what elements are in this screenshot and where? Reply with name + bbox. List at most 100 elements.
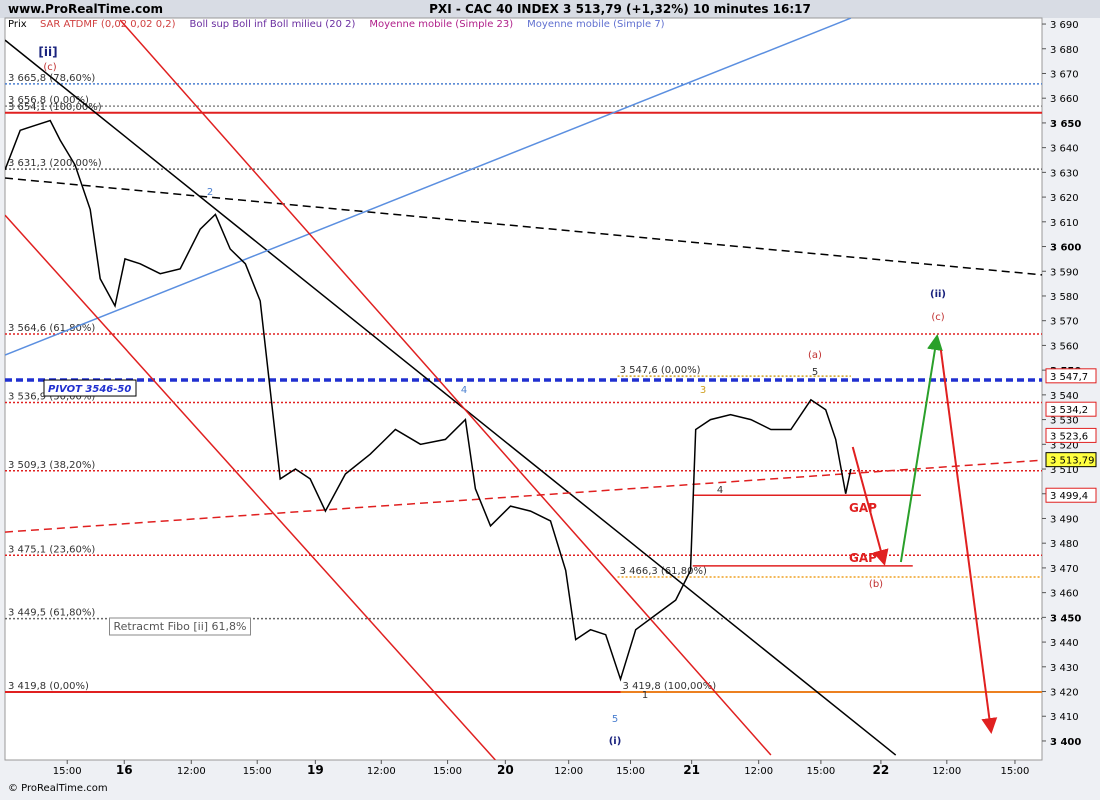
wave-annotation: 2 xyxy=(207,187,213,198)
fib-level-label: 3 475,1 (23,60%) xyxy=(8,544,95,555)
legend-entry: Prix xyxy=(8,19,27,30)
wave-annotation: GAP xyxy=(849,551,877,565)
annotation-box xyxy=(109,617,251,636)
wave-annotation: (i) xyxy=(609,736,622,747)
pivot-label: PIVOT 3546-50 xyxy=(48,384,131,395)
y-tick-label: 3 410 xyxy=(1050,712,1079,723)
fib-level-label: 3 509,3 (38,20%) xyxy=(8,460,95,471)
plot: 3 665,8 (78,60%)3 656,8 (0,00%)3 654,1 (… xyxy=(5,18,1042,760)
y-tick-label: 3 590 xyxy=(1050,267,1079,278)
y-tick-label: 3 460 xyxy=(1050,589,1079,600)
x-tick-label: 12:00 xyxy=(177,766,206,777)
x-tick-label: 15:00 xyxy=(1001,766,1030,777)
x-tick-label: 19 xyxy=(307,763,324,777)
x-tick-label: 21 xyxy=(683,763,700,777)
level-segment-label: 3 419,8 (100,00%) xyxy=(623,681,717,692)
x-tick-label: 12:00 xyxy=(744,766,773,777)
y-tick-label: 3 450 xyxy=(1050,613,1081,624)
price-marker-label: 3 523,6 xyxy=(1050,431,1088,442)
x-tick-label: 15:00 xyxy=(616,766,645,777)
y-tick-label: 3 490 xyxy=(1050,514,1079,525)
header-bar xyxy=(0,0,1100,18)
forecast-arrow xyxy=(939,349,998,735)
trendline xyxy=(5,214,496,760)
wave-annotation: 1 xyxy=(642,690,648,701)
wave-annotation: (c) xyxy=(43,62,56,73)
x-tick-label: 15:00 xyxy=(243,766,272,777)
y-tick-label: 3 510 xyxy=(1050,465,1079,476)
fib-level-label: 3 654,1 (100,00%) xyxy=(8,102,102,113)
y-tick-label: 3 690 xyxy=(1050,20,1079,31)
price-marker-label: 3 534,2 xyxy=(1050,405,1088,416)
price-marker xyxy=(1045,452,1097,468)
price-line xyxy=(5,119,852,682)
wave-annotation: 3 xyxy=(700,385,706,396)
price-marker-label: 3 499,4 xyxy=(1050,491,1088,502)
x-tick-label: 16 xyxy=(116,763,133,777)
x-tick-label: 12:00 xyxy=(932,766,961,777)
level-segment-label: 3 547,6 (0,00%) xyxy=(620,365,701,376)
fib-level-label: 3 564,6 (61,80%) xyxy=(8,323,95,334)
plot-area xyxy=(4,17,1043,761)
forecast-arrow xyxy=(899,334,943,563)
fib-level-label: 3 656,8 (0,00%) xyxy=(8,95,89,106)
x-tick-label: 12:00 xyxy=(367,766,396,777)
y-tick-label: 3 520 xyxy=(1050,440,1079,451)
legend-entry: SAR ATDMF (0,02 0,02 0,2) xyxy=(40,19,176,30)
price-marker xyxy=(1045,487,1097,503)
y-tick-label: 3 660 xyxy=(1050,94,1079,105)
fib-level-label: 3 419,8 (0,00%) xyxy=(8,681,89,692)
pivot-box xyxy=(43,379,137,397)
wave-annotation: (b) xyxy=(869,579,883,590)
trendline xyxy=(5,39,897,756)
y-tick-label: 3 620 xyxy=(1050,193,1079,204)
y-tick-label: 3 680 xyxy=(1050,45,1079,56)
x-tick-label: 22 xyxy=(873,763,890,777)
price-marker xyxy=(1045,401,1097,417)
y-tick-label: 3 570 xyxy=(1050,317,1079,328)
trendline xyxy=(5,177,1042,276)
y-tick-label: 3 420 xyxy=(1050,688,1079,699)
trendline xyxy=(119,19,772,756)
legend-entry: Moyenne mobile (Simple 23) xyxy=(369,19,513,30)
y-tick-label: 3 610 xyxy=(1050,218,1079,229)
x-tick-label: 15:00 xyxy=(806,766,835,777)
wave-annotation: (ii) xyxy=(930,289,946,300)
y-tick-label: 3 530 xyxy=(1050,416,1079,427)
y-tick-label: 3 440 xyxy=(1050,638,1079,649)
y-tick-label: 3 480 xyxy=(1050,539,1079,550)
fib-level-label: 3 536,9 (50,00%) xyxy=(8,392,95,403)
site-name: www.ProRealTime.com xyxy=(8,2,163,16)
y-tick-label: 3 560 xyxy=(1050,341,1079,352)
legend-entry: Boll sup Boll inf Boll milieu (20 2) xyxy=(190,19,356,30)
trendline xyxy=(5,459,1042,533)
wave-annotation: 4 xyxy=(717,485,723,496)
wave-annotation: (c) xyxy=(931,312,944,323)
wave-annotation: GAP xyxy=(849,501,877,515)
trendline xyxy=(5,18,852,356)
price-marker-label: 3 547,7 xyxy=(1050,372,1088,383)
y-tick-label: 3 400 xyxy=(1050,737,1081,748)
y-tick-label: 3 470 xyxy=(1050,564,1079,575)
forecast-arrow xyxy=(851,446,889,566)
wave-annotation: 5 xyxy=(812,367,818,378)
y-tick-label: 3 670 xyxy=(1050,69,1079,80)
legend-entry: Moyenne mobile (Simple 7) xyxy=(527,19,665,30)
chart-title: PXI - CAC 40 INDEX 3 513,79 (+1,32%) 10 … xyxy=(429,2,811,16)
y-tick-label: 3 630 xyxy=(1050,168,1079,179)
price-marker xyxy=(1045,368,1097,384)
y-tick-label: 3 650 xyxy=(1050,119,1081,130)
x-tick-label: 20 xyxy=(497,763,514,777)
y-tick-label: 3 600 xyxy=(1050,243,1081,254)
fib-level-label: 3 449,5 (61,80%) xyxy=(8,608,95,619)
footer: © ProRealTime.com xyxy=(8,783,108,794)
x-tick-label: 12:00 xyxy=(554,766,583,777)
price-marker-label: 3 513,79 xyxy=(1050,456,1095,467)
wave-annotation: 5 xyxy=(612,714,618,725)
fib-level-label: 3 631,3 (200,00%) xyxy=(8,158,102,169)
wave-annotation: Retracmt Fibo [ii] 61,8% xyxy=(114,620,247,633)
x-tick-label: 15:00 xyxy=(53,766,82,777)
wave-annotation: 4 xyxy=(461,385,467,396)
